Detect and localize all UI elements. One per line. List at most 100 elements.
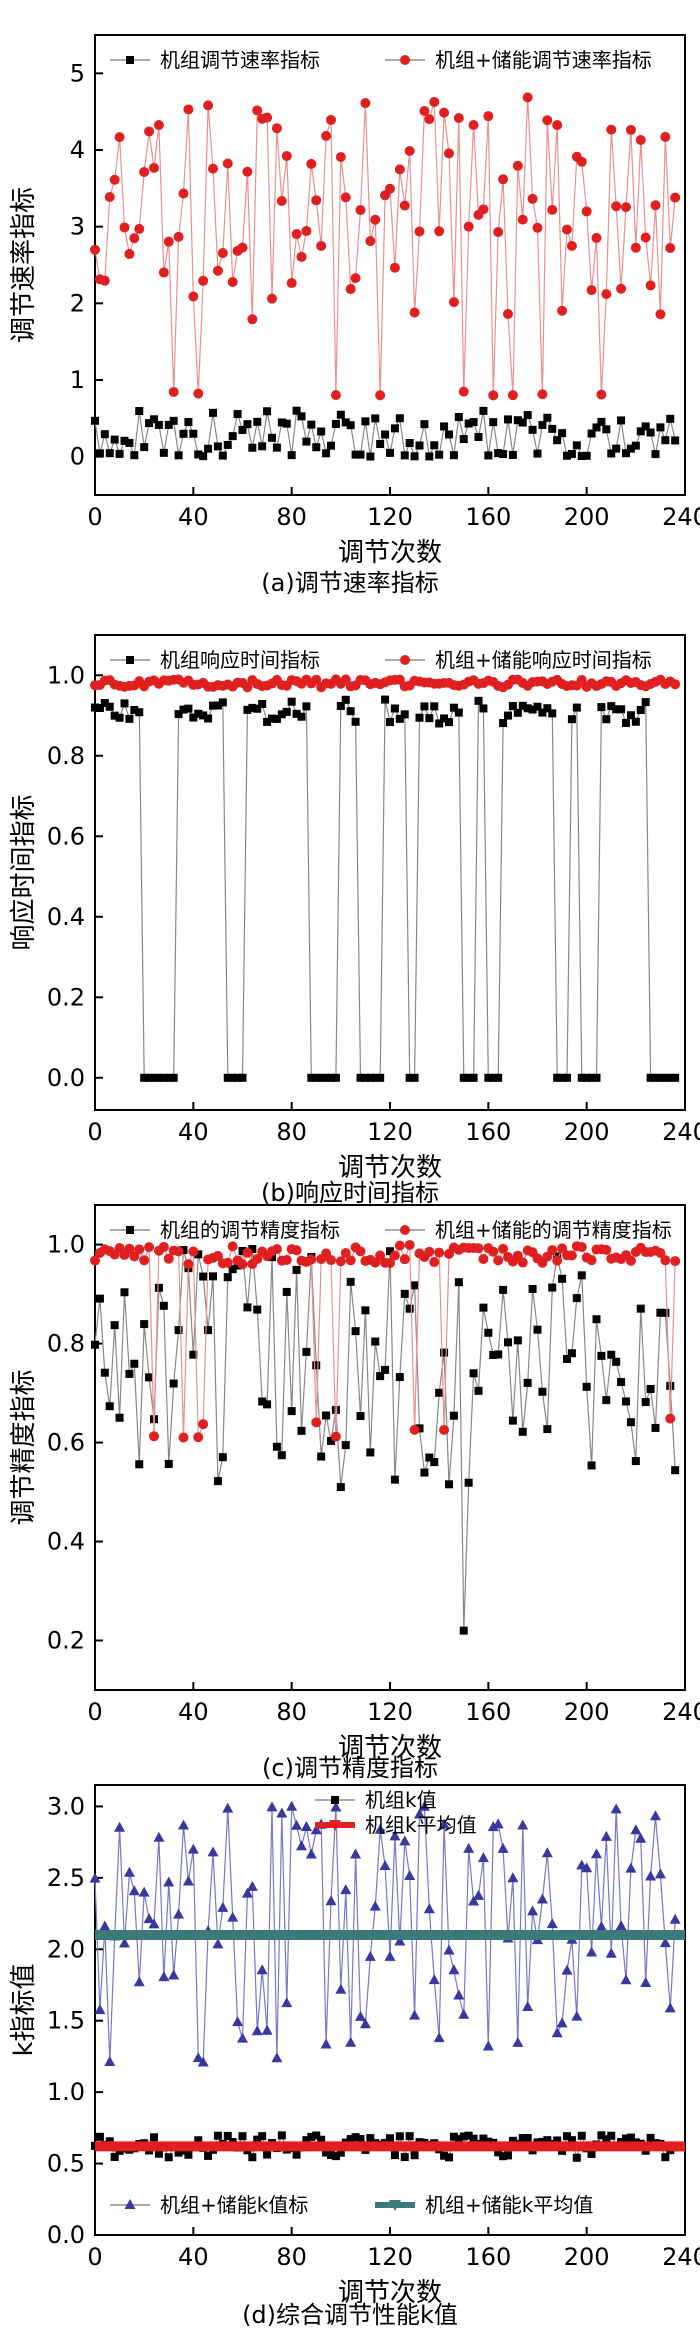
- data-point: [557, 305, 568, 316]
- data-point: [174, 451, 183, 460]
- data-point: [145, 419, 154, 428]
- data-point: [99, 1920, 111, 1931]
- data-point: [193, 1432, 204, 1443]
- data-point: [316, 240, 327, 251]
- data-point: [385, 183, 395, 194]
- data-point: [597, 703, 606, 712]
- data-point: [556, 2017, 568, 2028]
- data-point: [248, 443, 257, 452]
- data-point: [654, 1868, 666, 1879]
- y-tick-label: 0: [70, 443, 85, 471]
- data-point: [327, 2151, 335, 2160]
- legend-marker: [329, 1820, 341, 1831]
- data-point: [312, 2131, 321, 2140]
- data-point: [361, 1306, 370, 1315]
- data-point: [174, 710, 183, 719]
- data-point: [120, 1288, 129, 1297]
- data-point: [317, 1073, 326, 1082]
- data-point: [178, 1432, 189, 1443]
- data-point: [595, 1920, 607, 1931]
- data-point: [218, 698, 227, 707]
- data-point: [376, 1372, 385, 1381]
- data-point: [174, 1326, 183, 1335]
- data-point: [296, 251, 307, 262]
- data-point: [660, 1255, 671, 1266]
- data-point: [371, 414, 380, 423]
- data-point: [158, 1971, 170, 1982]
- data-point: [198, 1419, 209, 1430]
- data-point: [237, 2032, 248, 2043]
- data-point: [404, 1869, 416, 1880]
- data-point: [454, 413, 463, 422]
- data-point: [105, 702, 114, 711]
- data-point: [105, 2137, 114, 2146]
- data-point: [548, 709, 557, 718]
- data-point: [292, 2150, 301, 2159]
- data-point: [335, 1256, 346, 1267]
- data-point: [438, 1818, 450, 1829]
- data-point: [317, 1452, 326, 1461]
- x-tick-label: 80: [276, 1118, 307, 1146]
- data-point: [489, 418, 498, 427]
- data-point: [292, 1265, 301, 1274]
- data-point: [394, 164, 405, 175]
- data-point: [508, 702, 517, 711]
- data-point: [523, 704, 532, 713]
- data-point: [484, 1073, 493, 1082]
- data-point: [124, 249, 135, 260]
- data-point: [227, 1241, 238, 1252]
- data-point: [208, 163, 218, 174]
- data-point: [346, 421, 355, 430]
- data-point: [271, 123, 282, 134]
- data-point: [153, 120, 164, 131]
- data-point: [287, 697, 296, 706]
- data-point: [212, 1938, 224, 1949]
- caption-a: (a)调节速率指标: [261, 569, 439, 597]
- data-point: [601, 289, 612, 300]
- data-point: [110, 711, 119, 720]
- data-point: [238, 425, 247, 434]
- caption-b: (b)响应时间指标: [261, 1179, 439, 1207]
- data-point: [346, 1277, 355, 1286]
- data-point: [410, 1281, 419, 1290]
- data-point: [587, 429, 596, 438]
- data-point: [322, 2148, 331, 2157]
- x-axis-label: 调节次数: [338, 1153, 442, 1183]
- data-point: [140, 1320, 149, 1329]
- data-point: [90, 244, 100, 255]
- data-point: [134, 1244, 145, 1255]
- data-point: [566, 1250, 577, 1261]
- y-tick-label: 3: [70, 213, 85, 241]
- data-point: [204, 444, 213, 453]
- data-point: [479, 1303, 488, 1312]
- data-point: [286, 1800, 298, 1811]
- data-point: [302, 1347, 311, 1356]
- y-tick-label: 1.0: [47, 2078, 85, 2106]
- y-tick-label: 0.2: [47, 1627, 85, 1655]
- data-point: [537, 389, 548, 400]
- data-point: [340, 192, 351, 203]
- data-point: [483, 111, 494, 122]
- data-point: [468, 120, 479, 131]
- data-point: [246, 1880, 258, 1891]
- data-point: [184, 704, 193, 713]
- data-point: [434, 226, 445, 237]
- data-point: [410, 2151, 419, 2160]
- data-point: [243, 1303, 252, 1312]
- data-point: [592, 423, 601, 432]
- legend-marker: [400, 1225, 410, 1235]
- data-point: [135, 1460, 144, 1469]
- data-point: [384, 1950, 396, 1961]
- data-point: [110, 435, 119, 444]
- data-point: [513, 416, 522, 425]
- y-tick-label: 0.0: [47, 1064, 85, 1092]
- data-point: [474, 433, 483, 442]
- x-tick-label: 200: [564, 2243, 610, 2271]
- data-point: [523, 2133, 532, 2142]
- data-point: [558, 1073, 567, 1082]
- data-point: [610, 1803, 622, 1814]
- data-point: [386, 2134, 394, 2143]
- data-point: [268, 433, 276, 442]
- data-point: [434, 1247, 445, 1258]
- data-point: [659, 1937, 671, 1948]
